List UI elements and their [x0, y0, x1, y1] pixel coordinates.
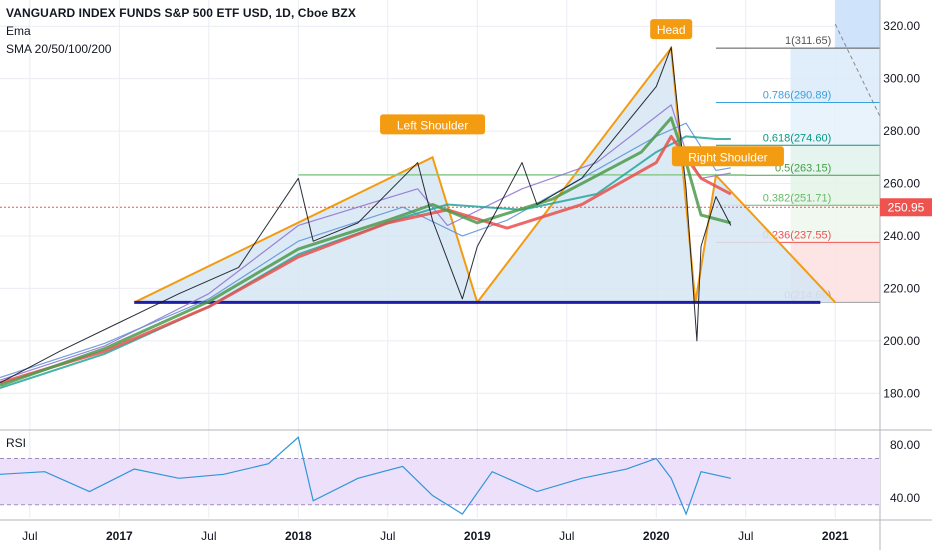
fib-zone: [790, 175, 880, 206]
price-tick-label: 240.00: [883, 229, 920, 243]
rsi-series: [0, 436, 731, 516]
current-price-badge: [880, 198, 932, 217]
rsi-label[interactable]: RSI: [6, 436, 27, 450]
price-axis[interactable]: 180.00 200.00 220.00 240.00 260.00 280.00 300.…: [879, 0, 932, 550]
time-tick-label: 2021: [822, 529, 849, 543]
right-shoulder-label: Right Shoulder: [688, 150, 767, 164]
rsi-pane: 40.00 80.00: [0, 429, 932, 516]
fib-trend-line: [834, 23, 881, 117]
price-tick-label: 180.00: [883, 386, 920, 400]
rsi-tick-label: 80.00: [890, 438, 920, 452]
fib-level-label: 0.786(290.89): [763, 90, 832, 102]
time-tick-label: 2018: [285, 529, 312, 543]
price-tick-label: 320.00: [883, 19, 920, 33]
left-shoulder-label-box: [380, 114, 486, 135]
time-axis[interactable]: Jul 2017 Jul 2018 Jul 2019 Jul 2020 Jul 2021: [0, 519, 932, 543]
pattern-area: [134, 48, 836, 303]
time-tick-label: Jul: [201, 529, 216, 543]
price-series: [0, 46, 732, 384]
price-tick-label: 200.00: [883, 334, 920, 348]
fib-level-label: 0.5(263.15): [775, 162, 831, 174]
fib-level-label: 0.618(274.60): [763, 132, 832, 144]
rsi-tick-label: 40.00: [890, 491, 920, 505]
rsi-band: [0, 458, 880, 505]
annotations: Left Shoulder Head Right Shoulder: [380, 19, 784, 167]
right-shoulder-label-box: [671, 146, 784, 167]
head-label: Head: [657, 23, 686, 37]
price-tick-label: 260.00: [883, 177, 920, 191]
price-tick-label: 220.00: [883, 281, 920, 295]
fib-zone: [790, 102, 880, 146]
head-label-box: [650, 19, 693, 40]
time-tick-label: 2020: [643, 529, 670, 543]
fib-level-label: 0.236(237.55): [763, 229, 832, 241]
fib-zone: [790, 48, 880, 103]
fib-level-label: 1(311.65): [785, 35, 831, 47]
sma-50-series: [0, 122, 731, 379]
indicator-ema-label[interactable]: Ema: [6, 24, 31, 38]
current-price-label: 250.95: [888, 200, 925, 214]
time-tick-label: Jul: [738, 529, 753, 543]
time-tick-label: Jul: [22, 529, 37, 543]
sma-200-series: [0, 134, 732, 385]
fib-level-label: 0.382(251.71): [763, 192, 832, 204]
time-tick-label: Jul: [380, 529, 395, 543]
indicator-sma-label[interactable]: SMA 20/50/100/200: [6, 42, 112, 56]
time-tick-label: 2017: [106, 529, 133, 543]
left-shoulder-label: Left Shoulder: [397, 118, 468, 132]
fib-zone: [790, 205, 880, 243]
price-tick-label: 300.00: [883, 72, 920, 86]
time-tick-label: Jul: [559, 529, 574, 543]
price-tick-label: 280.00: [883, 124, 920, 138]
fib-zone: [790, 145, 880, 176]
time-tick-label: 2019: [464, 529, 491, 543]
chart-title[interactable]: VANGUARD INDEX FUNDS S&P 500 ETF USD, 1D…: [6, 6, 356, 20]
fib-zone-top: [835, 0, 880, 49]
